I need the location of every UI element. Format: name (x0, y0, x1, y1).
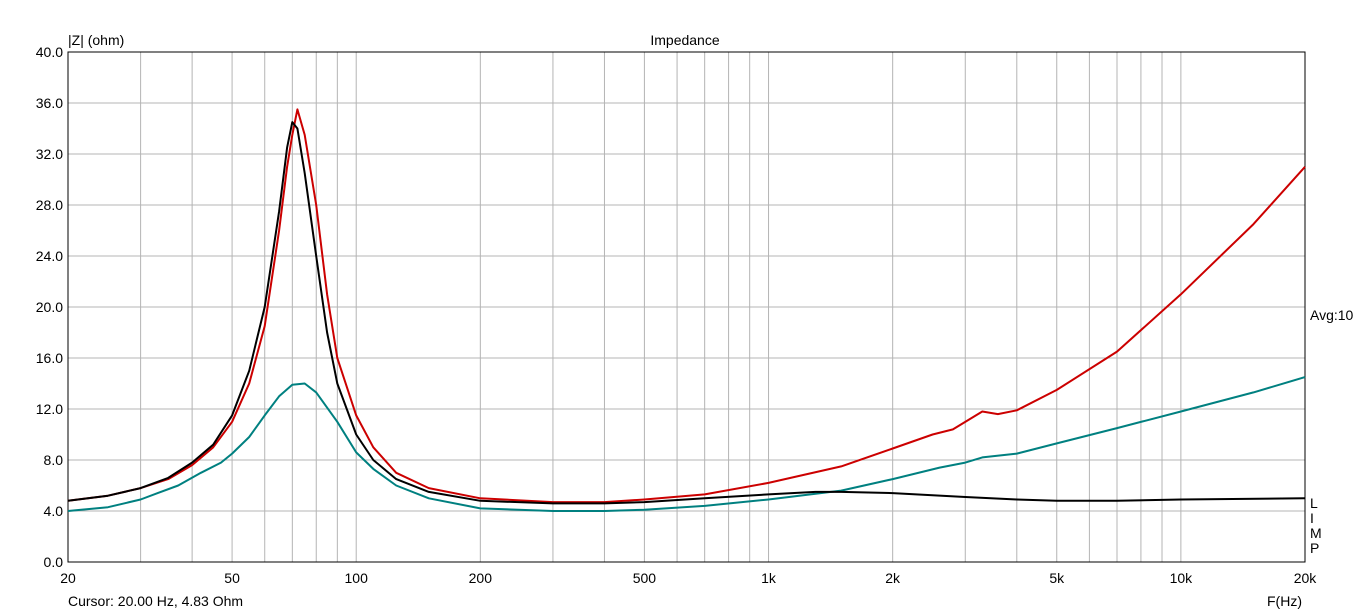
y-tick-label: 4.0 (44, 503, 64, 519)
grid (68, 52, 1305, 562)
series-line-2 (67, 108, 1306, 504)
y-tick-label: 32.0 (36, 146, 63, 162)
side-letter-p: P (1310, 540, 1319, 556)
y-tick-label: 28.0 (36, 197, 63, 213)
series-line-3 (67, 121, 1306, 505)
x-tick-label: 20k (1294, 570, 1318, 586)
y-tick-label: 16.0 (36, 350, 63, 366)
chart-title: Impedance (650, 32, 719, 48)
y-tick-label: 8.0 (44, 452, 64, 468)
side-letter-i: I (1310, 510, 1314, 526)
y-tick-label: 40.0 (36, 44, 63, 60)
y-tick-label: 24.0 (36, 248, 63, 264)
x-tick-label: 2k (885, 570, 901, 586)
x-tick-label: 5k (1049, 570, 1065, 586)
x-tick-label: 50 (224, 570, 240, 586)
y-tick-label: 20.0 (36, 299, 63, 315)
y-tick-label: 12.0 (36, 401, 63, 417)
series-layer (67, 108, 1306, 512)
y-axis-label: |Z| (ohm) (68, 32, 124, 48)
x-tick-label: 100 (345, 570, 369, 586)
x-tick-label: 500 (633, 570, 657, 586)
side-letter-m: M (1310, 525, 1322, 541)
x-tick-label: 200 (469, 570, 493, 586)
avg-label: Avg:10 (1310, 307, 1354, 323)
y-tick-label: 0.0 (44, 554, 64, 570)
series-line-1 (67, 376, 1306, 512)
x-axis-label: F(Hz) (1267, 593, 1302, 609)
x-tick-label: 1k (761, 570, 777, 586)
x-tick-label: 20 (60, 570, 76, 586)
x-tick-label: 10k (1170, 570, 1194, 586)
tick-labels: 20 50 100 200 500 1k 2k 5k 10k 20k 0.0 4.0 8.0 12.0 16… (36, 44, 1318, 586)
side-letter-l: L (1310, 495, 1318, 511)
plot-frame (67, 51, 1306, 563)
y-tick-label: 36.0 (36, 95, 63, 111)
cursor-readout: Cursor: 20.00 Hz, 4.83 Ohm (68, 593, 243, 609)
